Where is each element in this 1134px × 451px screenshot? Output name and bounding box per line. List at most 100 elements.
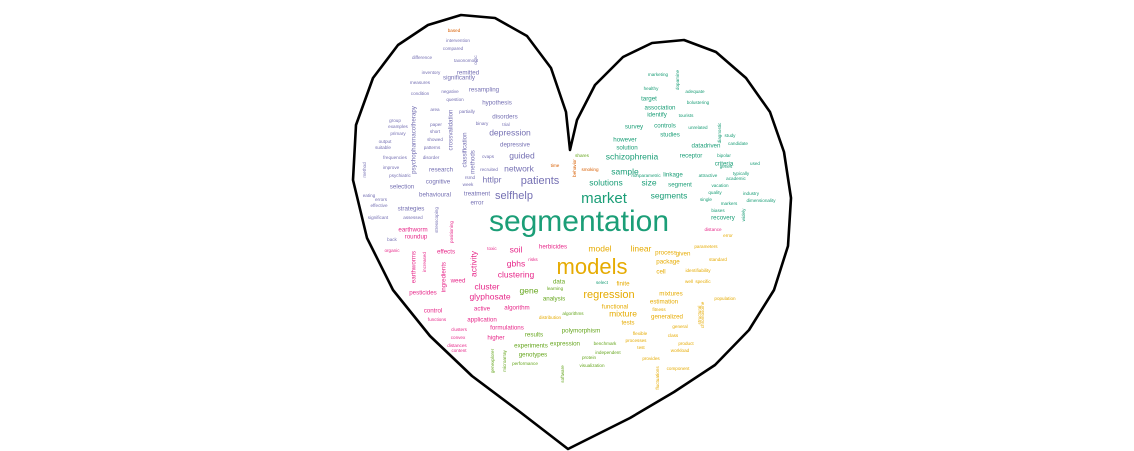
- cloud-word: herbicides: [539, 244, 567, 251]
- cloud-word: network: [504, 163, 535, 173]
- cloud-word: adequate: [685, 89, 705, 94]
- cloud-word: specific: [695, 279, 711, 284]
- cloud-word: chromosome: [700, 301, 705, 328]
- cloud-word: negative: [441, 89, 459, 94]
- cloud-word: group: [389, 118, 401, 123]
- cloud-word: segmentation: [489, 205, 669, 238]
- cloud-word: benchmark: [594, 341, 617, 346]
- cloud-word: cognitive: [426, 179, 451, 186]
- cloud-word: studies: [660, 132, 680, 139]
- cloud-word: ingredients: [441, 262, 448, 292]
- cloud-word: treatment: [464, 191, 490, 198]
- cloud-word: intervention: [446, 38, 470, 43]
- cloud-word: inventory: [422, 70, 441, 75]
- cloud-word: study: [725, 133, 737, 138]
- cloud-word: distribution: [539, 315, 562, 320]
- cloud-word: recovery: [711, 215, 736, 222]
- cloud-word: weed: [450, 278, 466, 285]
- cloud-word: risks: [528, 257, 538, 262]
- cloud-word: product: [678, 341, 694, 346]
- cloud-word: method: [362, 162, 367, 178]
- cloud-word: quality: [708, 190, 722, 195]
- cloud-word: process: [655, 250, 677, 257]
- cloud-word: behavioural: [419, 192, 451, 199]
- cloud-word: experiments: [514, 343, 548, 350]
- cloud-word: active: [474, 306, 491, 313]
- cloud-word: earthworm: [398, 227, 427, 234]
- cloud-word: population: [714, 296, 736, 301]
- cloud-word: cluster: [474, 281, 499, 291]
- cloud-word: content: [451, 348, 467, 353]
- cloud-word: psychiatric: [389, 173, 411, 178]
- cloud-word: fluctuations: [655, 366, 660, 390]
- cloud-word: schizophrenia: [606, 151, 659, 161]
- cloud-word: software: [560, 365, 565, 383]
- cloud-word: identify: [647, 112, 668, 119]
- cloud-word: attractive: [699, 173, 718, 178]
- cloud-word: partially: [459, 109, 476, 114]
- cloud-word: analysis: [543, 296, 565, 303]
- cloud-word: suitable: [375, 145, 391, 150]
- cloud-word: stresscoping: [434, 207, 439, 233]
- cloud-word: methods: [470, 150, 477, 174]
- cloud-word: smoking: [581, 167, 599, 172]
- cloud-word: class: [668, 333, 679, 338]
- cloud-word: frequencies: [383, 155, 407, 160]
- cloud-word: primary: [390, 131, 406, 136]
- cloud-word: workload: [671, 348, 690, 353]
- cloud-word: general: [672, 324, 687, 329]
- cloud-word: genotypes: [519, 352, 548, 359]
- cloud-word: increased: [422, 252, 427, 272]
- cloud-word: selection: [390, 184, 415, 191]
- cloud-word: performance: [512, 361, 538, 366]
- cloud-word: cvaps: [482, 154, 495, 159]
- cloud-word: marketing: [648, 72, 669, 77]
- cloud-word: recruited: [480, 167, 498, 172]
- cloud-word: selfhelp: [495, 190, 533, 202]
- cloud-word: remitted: [457, 70, 480, 77]
- cloud-word: learning: [547, 286, 564, 291]
- cloud-word: package: [656, 259, 680, 266]
- cloud-word: showed: [427, 137, 443, 142]
- cloud-word: difference: [412, 55, 433, 60]
- cloud-word: algorithm: [504, 305, 529, 312]
- cloud-word: sample: [611, 166, 639, 176]
- cloud-word: solutions: [589, 177, 623, 187]
- cloud-word: condition: [411, 91, 430, 96]
- cloud-word: effective: [370, 203, 387, 208]
- cloud-word: distance: [704, 227, 722, 232]
- cloud-word: polymorphism: [562, 328, 601, 335]
- cloud-word: compared: [443, 46, 464, 51]
- cloud-word: parameters: [694, 244, 718, 249]
- cloud-word: eating: [363, 193, 376, 198]
- cloud-word: measures: [410, 80, 431, 85]
- cloud-word: short: [430, 129, 441, 134]
- cloud-word: assessed: [403, 215, 423, 220]
- cloud-word: activity: [468, 250, 478, 277]
- cloud-word: cell: [656, 269, 665, 276]
- cloud-word: resampling: [469, 87, 500, 94]
- cloud-word: crossvalidation: [448, 109, 455, 150]
- cloud-word: bipolar: [717, 153, 731, 158]
- cloud-word: protein: [582, 355, 596, 360]
- cloud-word: typically: [733, 171, 750, 176]
- cloud-word: healthy: [644, 86, 660, 91]
- cloud-word: datadriven: [692, 143, 721, 150]
- cloud-word: patterns: [424, 145, 441, 150]
- cloud-word: vacation: [711, 183, 729, 188]
- cloud-word: time: [551, 163, 560, 168]
- cloud-word: roundup: [405, 234, 428, 241]
- cloud-word: control: [424, 308, 443, 315]
- cloud-word: market: [581, 190, 628, 207]
- cloud-word: glyphosate: [469, 291, 510, 301]
- cloud-word: shares: [575, 153, 589, 158]
- cloud-word: disorders: [492, 114, 517, 121]
- cloud-word: ocsc: [473, 55, 478, 65]
- cloud-word: target: [641, 96, 657, 103]
- cloud-word: standard: [709, 257, 727, 262]
- cloud-word: organic: [384, 248, 400, 253]
- cloud-word: estimation: [650, 299, 679, 306]
- cloud-word: area: [430, 107, 440, 112]
- cloud-word: gbhs: [507, 258, 525, 268]
